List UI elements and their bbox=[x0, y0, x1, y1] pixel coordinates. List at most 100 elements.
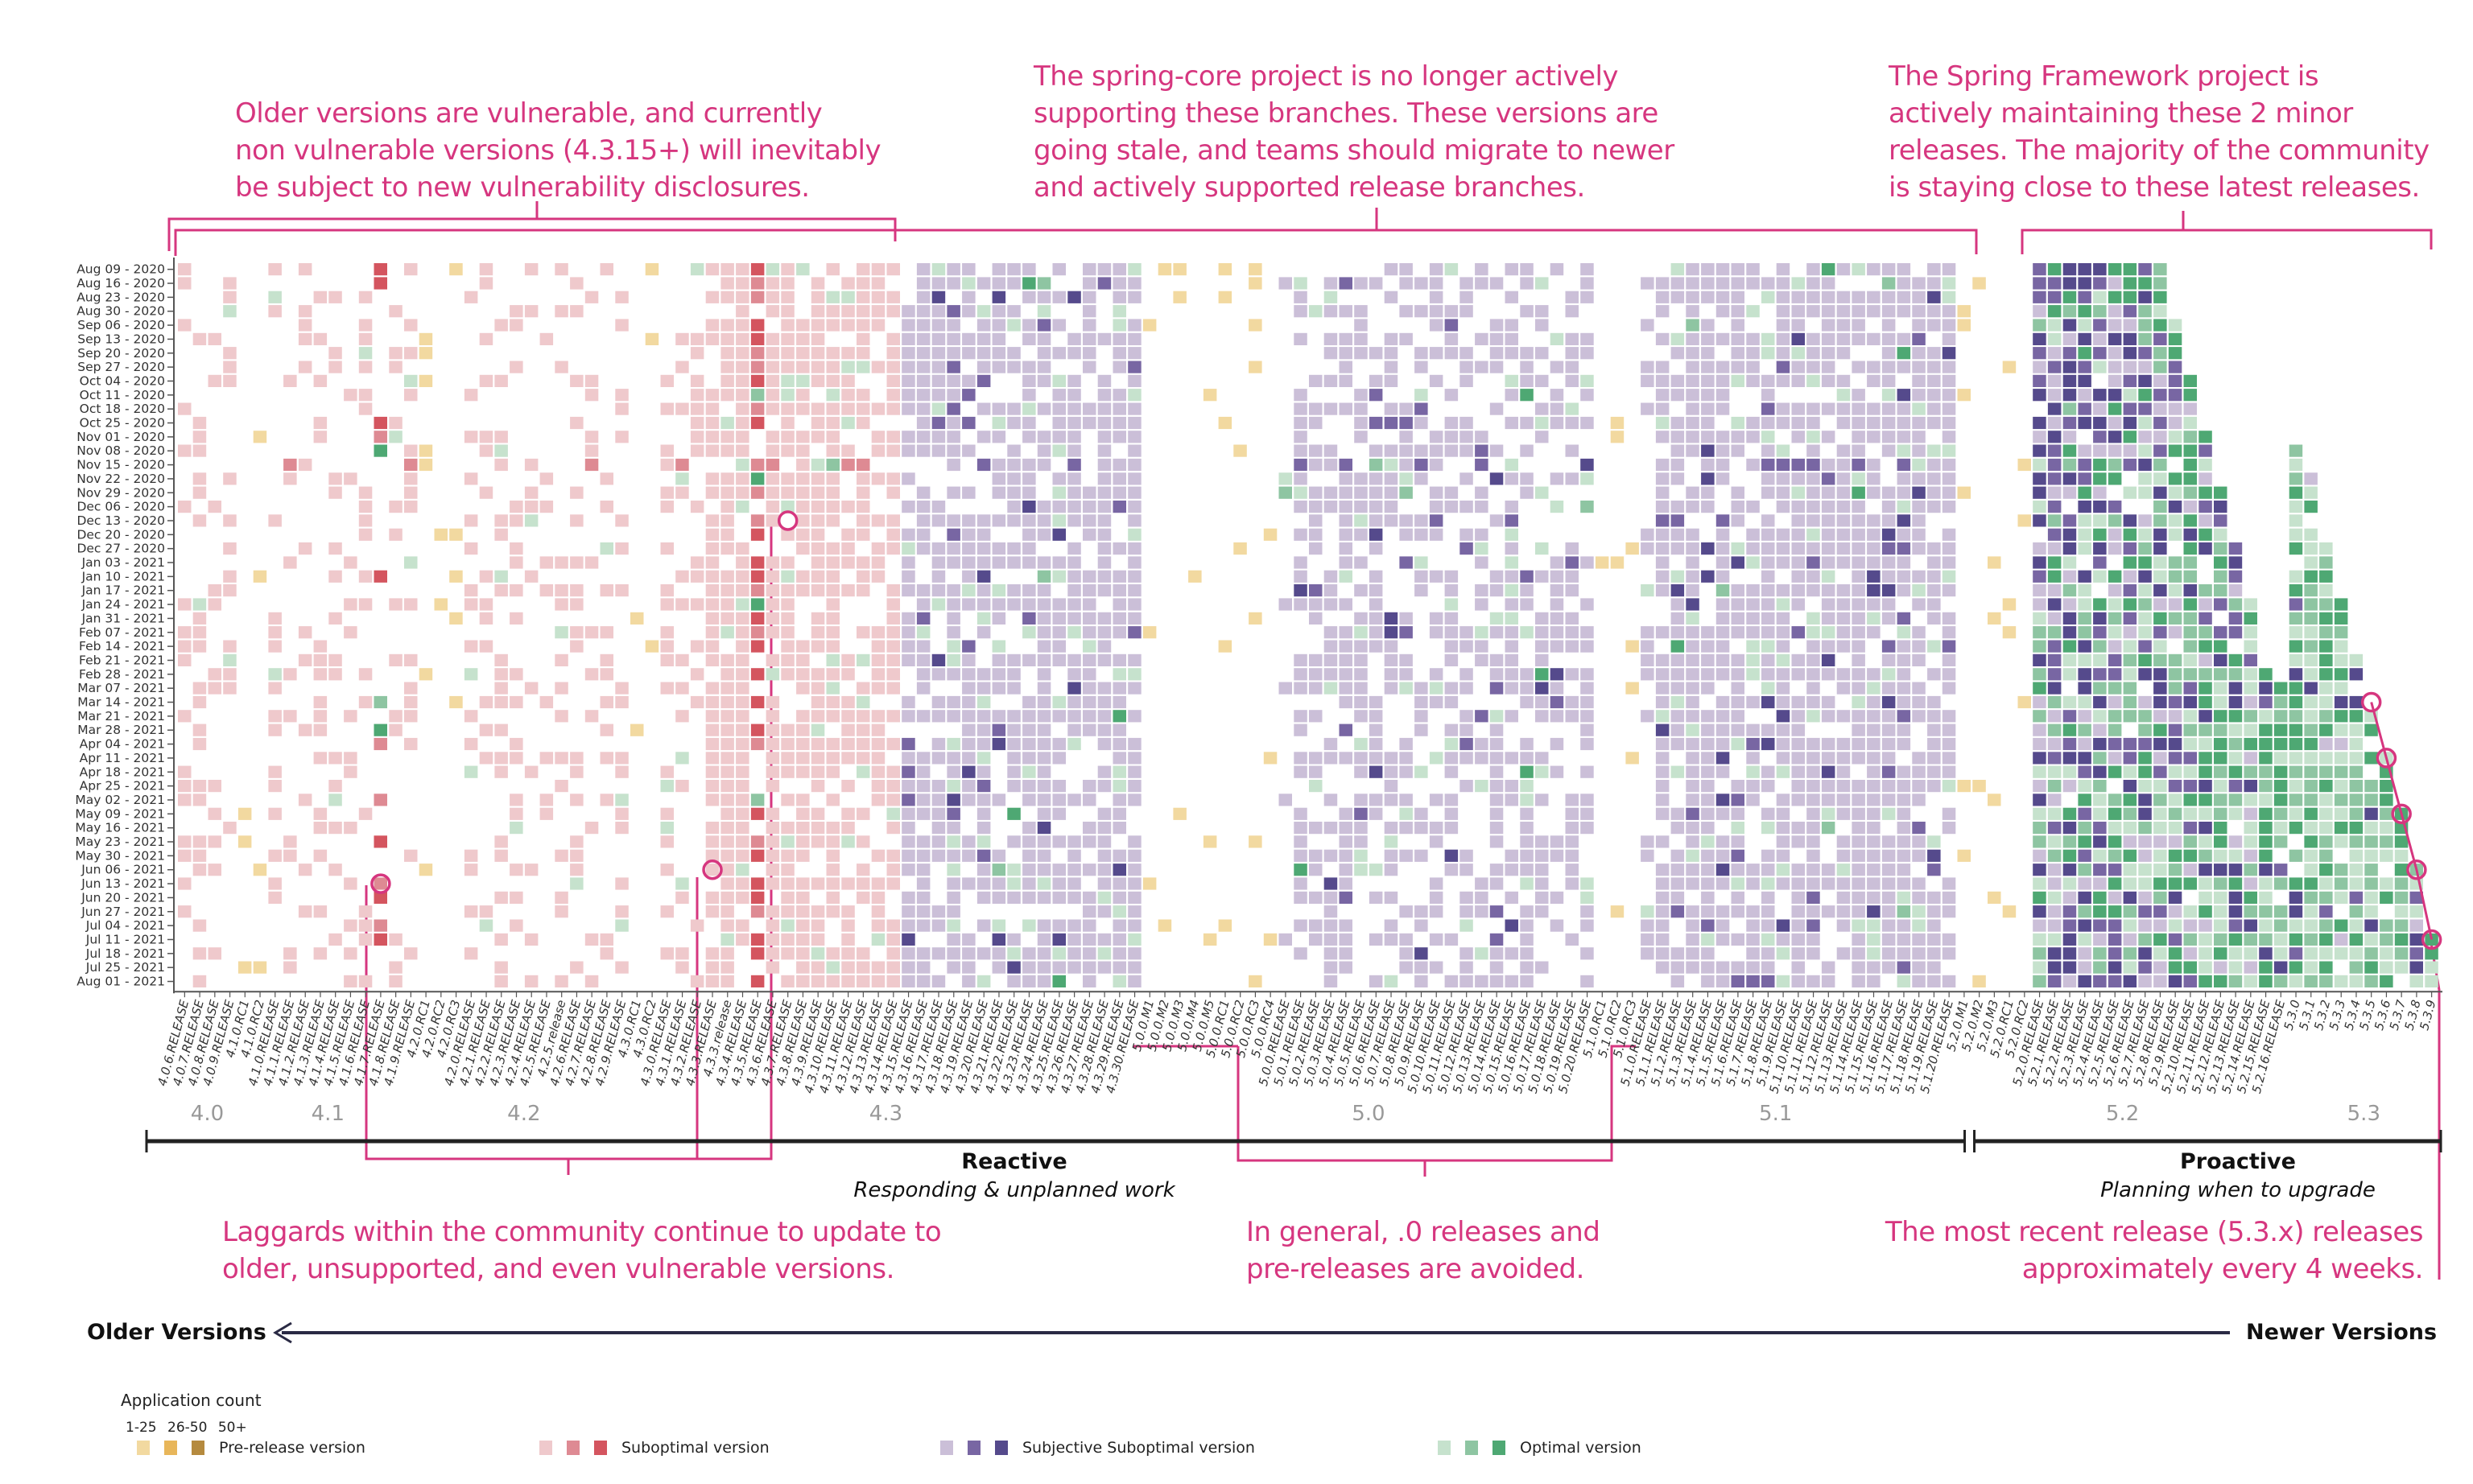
heatmap-cell bbox=[871, 361, 886, 373]
heatmap-cell bbox=[2319, 765, 2333, 778]
heatmap-cell bbox=[1354, 277, 1368, 290]
heatmap-cell bbox=[2062, 933, 2077, 946]
heatmap-cell bbox=[1761, 277, 1775, 290]
heatmap-cell bbox=[1083, 919, 1096, 932]
heatmap-cell bbox=[916, 431, 931, 443]
heatmap-cell bbox=[766, 905, 780, 918]
heatmap-cell bbox=[1097, 431, 1112, 443]
heatmap-cell bbox=[2093, 570, 2107, 583]
heatmap-cell bbox=[1686, 822, 1699, 835]
heatmap-cell bbox=[374, 835, 387, 848]
heatmap-cell bbox=[660, 640, 674, 653]
heatmap-cell bbox=[1761, 640, 1775, 653]
heatmap-cell bbox=[1384, 822, 1398, 835]
heatmap-cell bbox=[992, 263, 1006, 276]
heatmap-cell bbox=[2349, 710, 2364, 723]
heatmap-cell bbox=[1881, 486, 1896, 499]
heatmap-cell bbox=[2047, 486, 2062, 499]
heatmap-cell bbox=[2047, 961, 2062, 974]
heatmap-cell bbox=[1715, 849, 1730, 862]
heatmap-cell bbox=[660, 458, 674, 472]
heatmap-cell bbox=[1475, 780, 1488, 793]
heatmap-cell bbox=[2349, 794, 2364, 806]
heatmap-cell bbox=[1836, 612, 1851, 625]
heatmap-cell bbox=[1535, 542, 1549, 555]
heatmap-cell bbox=[1881, 877, 1896, 890]
heatmap-cell bbox=[1927, 277, 1941, 290]
heatmap-cell bbox=[871, 891, 886, 904]
heatmap-cell bbox=[2214, 653, 2227, 666]
heatmap-cell bbox=[1489, 361, 1504, 373]
heatmap-cell bbox=[1881, 556, 1896, 569]
heatmap-cell bbox=[871, 514, 886, 527]
heatmap-cell bbox=[886, 472, 900, 485]
heatmap-cell bbox=[1399, 947, 1413, 960]
heatmap-cell bbox=[1429, 263, 1443, 276]
heatmap-cell bbox=[841, 723, 855, 736]
heatmap-cell bbox=[1323, 332, 1338, 345]
heatmap-cell bbox=[2289, 975, 2303, 987]
heatmap-cell bbox=[1625, 640, 1639, 653]
heatmap-cell bbox=[1052, 835, 1066, 848]
heatmap-cell bbox=[1610, 416, 1625, 430]
heatmap-cell bbox=[2123, 794, 2137, 806]
heatmap-cell bbox=[1715, 444, 1730, 457]
heatmap-cell bbox=[1686, 416, 1699, 430]
heatmap-cell bbox=[916, 305, 931, 318]
heatmap-cell bbox=[1686, 347, 1699, 360]
heatmap-cell bbox=[902, 765, 915, 778]
heatmap-cell bbox=[1369, 933, 1383, 946]
heatmap-cell bbox=[1806, 682, 1820, 695]
heatmap-cell bbox=[1686, 389, 1699, 402]
heatmap-cell bbox=[1535, 319, 1549, 332]
heatmap-cell bbox=[947, 695, 960, 709]
heatmap-cell bbox=[902, 501, 915, 513]
heatmap-cell bbox=[992, 332, 1006, 345]
heatmap-cell bbox=[1369, 864, 1383, 876]
heatmap-cell bbox=[2033, 626, 2046, 639]
heatmap-cell bbox=[570, 598, 584, 611]
heatmap-cell bbox=[1294, 458, 1307, 472]
heatmap-cell bbox=[1384, 612, 1398, 625]
heatmap-cell bbox=[1052, 486, 1066, 499]
heatmap-cell bbox=[871, 653, 886, 666]
heatmap-cell bbox=[902, 584, 915, 597]
heatmap-cell bbox=[404, 653, 418, 666]
heatmap-cell bbox=[494, 319, 508, 332]
heatmap-cell bbox=[1821, 263, 1835, 276]
heatmap-cell bbox=[2047, 822, 2062, 835]
heatmap-cell bbox=[1580, 291, 1594, 303]
heatmap-cell bbox=[1309, 612, 1323, 625]
heatmap-cell bbox=[1429, 374, 1443, 387]
heatmap-cell bbox=[1520, 668, 1534, 681]
heatmap-cell bbox=[1791, 305, 1805, 318]
heatmap-cell bbox=[1912, 933, 1926, 946]
heatmap-cell bbox=[615, 682, 629, 695]
heatmap-cell bbox=[2138, 919, 2152, 932]
heatmap-cell bbox=[1580, 905, 1594, 918]
heatmap-cell bbox=[1670, 277, 1685, 290]
heatmap-cell bbox=[1052, 347, 1066, 360]
heatmap-cell bbox=[1037, 947, 1051, 960]
heatmap-cell bbox=[2138, 975, 2152, 987]
annotation-bottom-right: The most recent release (5.3.x) releases… bbox=[1852, 1214, 2424, 1288]
heatmap-cell bbox=[2334, 695, 2348, 709]
heatmap-cell bbox=[1881, 891, 1896, 904]
heatmap-cell bbox=[1113, 389, 1126, 402]
heatmap-cell bbox=[1414, 556, 1428, 569]
heatmap-cell bbox=[2349, 668, 2364, 681]
heatmap-cell bbox=[1655, 416, 1670, 430]
heatmap-cell bbox=[1715, 640, 1730, 653]
heatmap-cell bbox=[1972, 277, 1986, 290]
heatmap-cell bbox=[1083, 723, 1096, 736]
heatmap-cell bbox=[358, 402, 373, 415]
heatmap-cell bbox=[781, 598, 795, 611]
heatmap-cell bbox=[720, 528, 734, 541]
heatmap-cell bbox=[2319, 584, 2333, 597]
heatmap-cell bbox=[1535, 765, 1549, 778]
heatmap-cell bbox=[811, 416, 825, 430]
heatmap-cell bbox=[1323, 822, 1338, 835]
heatmap-cell bbox=[1731, 737, 1744, 751]
heatmap-cell bbox=[781, 933, 795, 946]
heatmap-cell bbox=[766, 961, 780, 974]
